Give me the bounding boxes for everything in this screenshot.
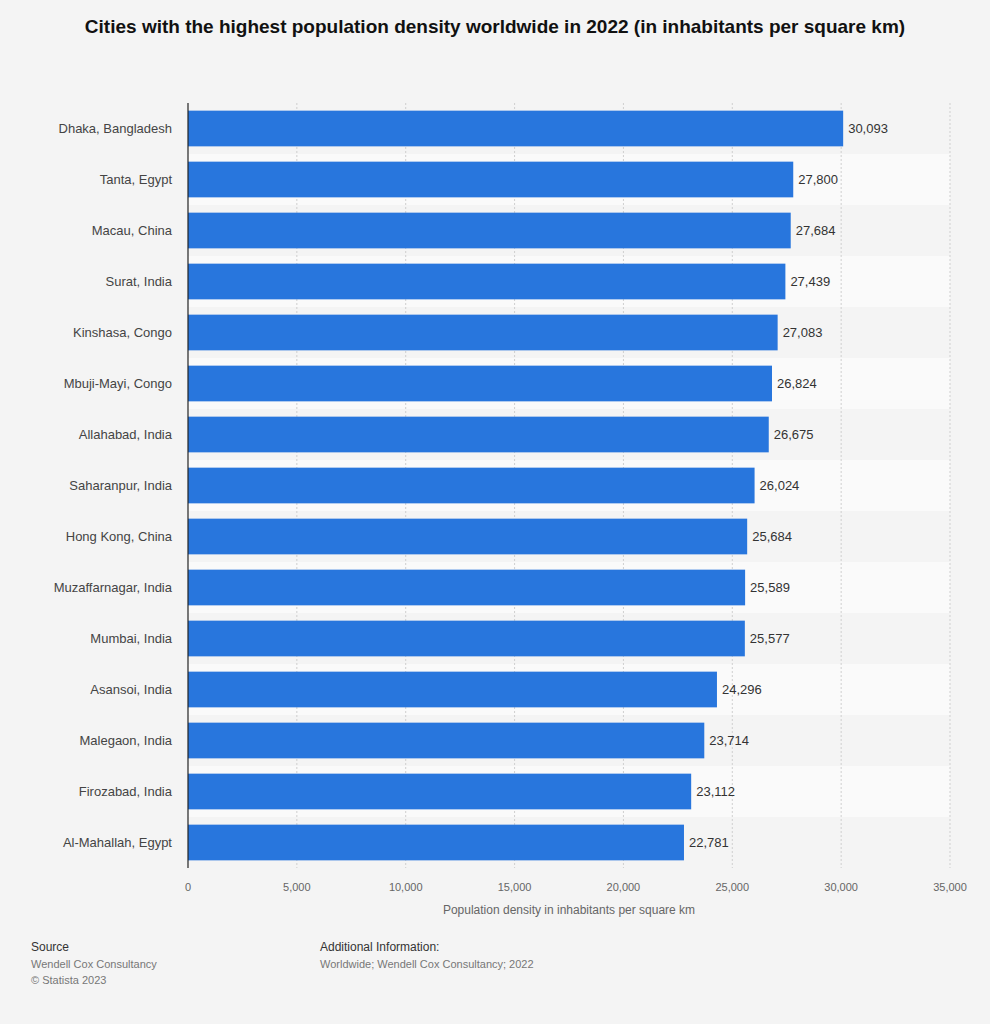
category-label: Hong Kong, China xyxy=(66,529,173,544)
bars xyxy=(188,111,843,861)
chart-title: Cities with the highest population densi… xyxy=(55,10,935,43)
footer-heading: Source xyxy=(31,940,69,954)
bar xyxy=(188,264,785,300)
data-label: 23,714 xyxy=(709,733,749,748)
data-label: 27,439 xyxy=(790,274,830,289)
tick-label: 20,000 xyxy=(607,881,641,893)
axis-line xyxy=(187,103,188,868)
row-stripe xyxy=(188,715,950,766)
row-stripe xyxy=(188,103,950,154)
bar xyxy=(188,111,843,147)
row-stripe xyxy=(188,511,950,562)
axis-label: Population density in inhabitants per sq… xyxy=(443,903,695,917)
data-label: 26,024 xyxy=(760,478,800,493)
tick-label: 25,000 xyxy=(715,881,749,893)
row-stripe xyxy=(188,409,950,460)
footer-line: © Statista 2023 xyxy=(31,974,106,986)
category-label: Saharanpur, India xyxy=(69,478,172,493)
bar xyxy=(188,162,793,198)
data-label: 25,577 xyxy=(750,631,790,646)
category-label: Malegaon, India xyxy=(79,733,172,748)
category-label: Tanta, Egypt xyxy=(100,172,173,187)
data-label: 26,824 xyxy=(777,376,817,391)
category-label: Firozabad, India xyxy=(79,784,173,799)
bar xyxy=(188,825,684,861)
tick-label: 35,000 xyxy=(933,881,967,893)
row-stripe xyxy=(188,307,950,358)
data-label: 26,675 xyxy=(774,427,814,442)
row-stripe xyxy=(188,358,950,409)
row-stripe xyxy=(188,766,950,817)
row-stripe xyxy=(188,460,950,511)
data-label: 30,093 xyxy=(848,121,888,136)
bar xyxy=(188,366,772,402)
tick-label: 15,000 xyxy=(498,881,532,893)
row-stripe xyxy=(188,613,950,664)
bar xyxy=(188,570,745,606)
grid-line xyxy=(841,103,842,868)
row-stripe xyxy=(188,256,950,307)
category-label: Asansoi, India xyxy=(90,682,172,697)
row-stripe xyxy=(188,664,950,715)
bar xyxy=(188,519,747,555)
bar xyxy=(188,417,769,453)
tick-label: 0 xyxy=(185,881,191,893)
category-label: Dhaka, Bangladesh xyxy=(59,121,172,136)
category-label: Al-Mahallah, Egypt xyxy=(63,835,172,850)
category-label: Allahabad, India xyxy=(79,427,173,442)
category-label: Kinshasa, Congo xyxy=(73,325,172,340)
category-label: Mbuji-Mayi, Congo xyxy=(64,376,172,391)
footer-line: Wendell Cox Consultancy xyxy=(31,958,157,970)
data-label: 24,296 xyxy=(722,682,762,697)
bar xyxy=(188,213,791,249)
bar xyxy=(188,621,745,657)
category-label: Macau, China xyxy=(92,223,173,238)
bar xyxy=(188,315,778,351)
row-stripe xyxy=(188,154,950,205)
row-stripe xyxy=(188,817,950,868)
data-label: 25,589 xyxy=(750,580,790,595)
tick-label: 30,000 xyxy=(824,881,858,893)
category-label: Mumbai, India xyxy=(90,631,172,646)
tick-label: 10,000 xyxy=(389,881,423,893)
category-label: Muzaffarnagar, India xyxy=(54,580,173,595)
footer-heading: Additional Information: xyxy=(320,940,439,954)
data-label: 23,112 xyxy=(696,784,735,799)
grid-line xyxy=(950,103,951,868)
data-label: 27,800 xyxy=(798,172,838,187)
bar xyxy=(188,723,704,759)
tick-label: 5,000 xyxy=(283,881,311,893)
footer-line: Worldwide; Wendell Cox Consultancy; 2022 xyxy=(320,958,534,970)
data-label: 22,781 xyxy=(689,835,729,850)
chart: 0 5,000 10,000 15,000 20,000 25,000 30,000 35,0… xyxy=(0,0,990,1024)
data-label: 27,083 xyxy=(783,325,823,340)
data-label: 27,684 xyxy=(796,223,836,238)
category-label: Surat, India xyxy=(106,274,173,289)
bar xyxy=(188,468,755,504)
bar xyxy=(188,672,717,708)
row-stripe xyxy=(188,562,950,613)
data-label: 25,684 xyxy=(752,529,792,544)
row-stripe xyxy=(188,205,950,256)
bar xyxy=(188,774,691,810)
